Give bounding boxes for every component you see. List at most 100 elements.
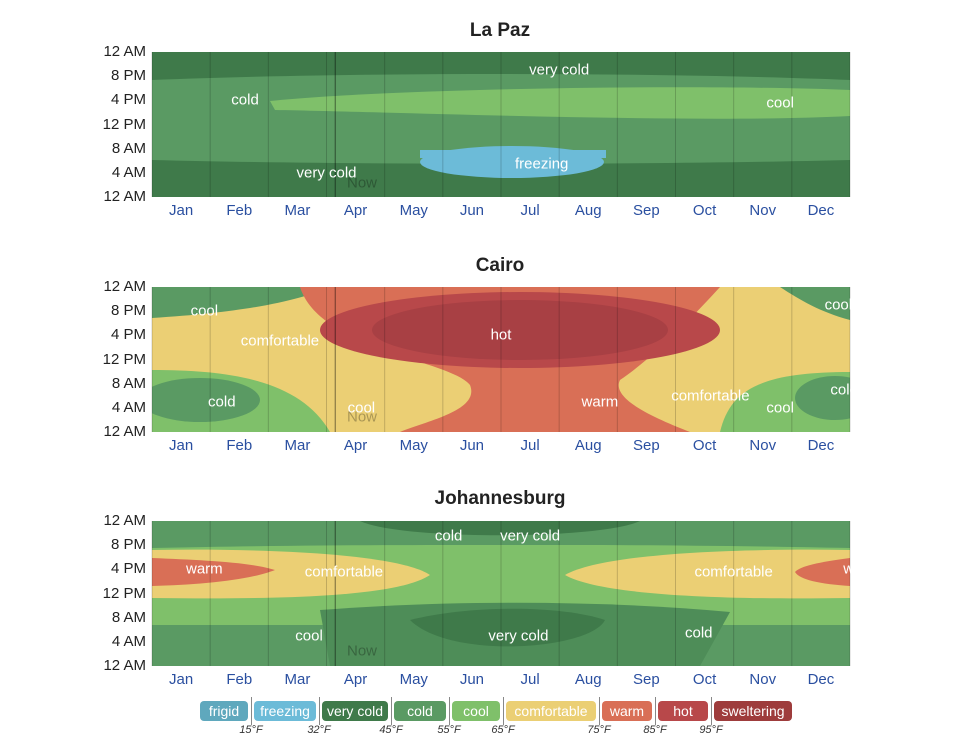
- now-marker-johannesburg: Now: [346, 642, 378, 660]
- chart-title-cairo: Cairo: [475, 255, 525, 276]
- legend-separator: [711, 697, 712, 725]
- now-marker-la-paz: Now: [346, 174, 378, 192]
- x-tick-label: Nov: [749, 202, 777, 219]
- heatmap-la-paz: [152, 52, 850, 197]
- y-tick-label: 12 PM: [102, 115, 146, 133]
- legend-item-comfortable: comfortable: [506, 701, 596, 721]
- chart-title-la-paz: La Paz: [469, 20, 531, 41]
- legend-threshold: 32°F: [307, 724, 331, 736]
- x-tick-label: Jul: [520, 202, 540, 219]
- y-tick-label: 12 AM: [103, 423, 146, 440]
- y-tick-label: 12 AM: [103, 188, 146, 205]
- y-tick-label: 8 PM: [110, 67, 146, 85]
- x-tick-label: May: [399, 671, 428, 688]
- x-tick-label: Nov: [749, 437, 777, 454]
- legend-item-sweltering: sweltering: [714, 701, 792, 721]
- x-tick-label: Apr: [343, 437, 368, 454]
- x-tick-label: Oct: [692, 437, 717, 454]
- x-tick-label: Sep: [633, 437, 660, 454]
- legend-separator: [599, 697, 600, 725]
- y-tick-label: 12 PM: [102, 584, 146, 602]
- y-tick-label: 8 PM: [110, 536, 146, 554]
- now-marker-cairo: Now: [346, 408, 378, 426]
- band-label: cold: [434, 527, 463, 545]
- heatmap-johannesburg: [152, 521, 850, 666]
- x-tick-label: Jun: [459, 202, 484, 219]
- band-label: cool: [766, 94, 794, 112]
- x-tick-label: Jul: [520, 437, 540, 454]
- legend-item-frigid: frigid: [200, 701, 248, 721]
- legend-separator: [655, 697, 656, 725]
- y-tick-label: 4 AM: [111, 398, 146, 416]
- legend-item-very-cold: very cold: [322, 701, 388, 721]
- x-tick-label: Jul: [520, 671, 540, 688]
- y-tick-label: 4 PM: [110, 326, 146, 344]
- y-tick-label: 8 AM: [111, 608, 146, 626]
- x-tick-label: May: [399, 202, 428, 219]
- chart-title-johannesburg: Johannesburg: [434, 488, 566, 509]
- heatmap-cairo: [152, 287, 850, 432]
- band-label: warm: [843, 560, 880, 578]
- x-tick-label: Feb: [226, 437, 253, 454]
- band-label: freezing: [515, 155, 569, 173]
- legend-threshold: 45°F: [379, 724, 403, 736]
- x-tick-label: Jun: [459, 437, 484, 454]
- y-tick-label: 4 AM: [111, 163, 146, 181]
- band-label: warm: [581, 393, 619, 411]
- y-tick-label: 8 AM: [111, 374, 146, 392]
- x-tick-label: Nov: [749, 671, 777, 688]
- band-label: comfortable: [304, 563, 384, 581]
- band-label: comfortable: [671, 387, 750, 405]
- x-tick-label: Mar: [284, 202, 311, 219]
- y-tick-label: 4 AM: [111, 632, 146, 650]
- y-tick-label: 4 PM: [110, 560, 146, 578]
- y-tick-label: 12 AM: [103, 657, 146, 674]
- x-tick-label: Jan: [168, 671, 194, 688]
- band-label: cold: [830, 381, 858, 399]
- legend-item-cold: cold: [394, 701, 446, 721]
- x-tick-label: Aug: [574, 202, 602, 219]
- y-tick-label: 8 PM: [110, 302, 146, 320]
- x-tick-label: Apr: [343, 202, 368, 219]
- legend-item-warm: warm: [602, 701, 652, 721]
- legend-separator: [391, 697, 392, 725]
- x-tick-label: Sep: [633, 202, 660, 219]
- band-label: comfortable: [694, 563, 773, 581]
- legend-threshold: 15°F: [239, 724, 263, 736]
- band-label: cold: [231, 91, 259, 109]
- band-label: very cold: [529, 61, 590, 79]
- x-tick-label: Feb: [226, 202, 253, 219]
- band-label: cool: [295, 627, 323, 645]
- legend-threshold: 65°F: [491, 724, 515, 736]
- x-tick-label: Jun: [459, 671, 484, 688]
- x-tick-label: Aug: [574, 671, 602, 688]
- legend-item-cool: cool: [452, 701, 500, 721]
- legend-threshold: 75°F: [587, 724, 611, 736]
- y-tick-label: 4 PM: [110, 91, 146, 109]
- x-tick-label: Mar: [284, 437, 311, 454]
- band-label: cold: [685, 624, 713, 642]
- legend-separator: [503, 697, 504, 725]
- x-tick-label: Mar: [284, 671, 311, 688]
- legend-threshold: 55°F: [437, 724, 461, 736]
- x-tick-label: Feb: [226, 671, 253, 688]
- band-label: cool: [190, 302, 219, 320]
- legend-threshold: 85°F: [643, 724, 667, 736]
- legend-threshold: 95°F: [699, 724, 723, 736]
- x-tick-label: Sep: [633, 671, 660, 688]
- legend-separator: [251, 697, 252, 725]
- legend-item-hot: hot: [658, 701, 708, 721]
- legend-item-freezing: freezing: [254, 701, 316, 721]
- x-tick-label: Dec: [807, 671, 835, 688]
- x-tick-label: Dec: [807, 437, 835, 454]
- band-label: very cold: [488, 627, 549, 645]
- x-tick-label: Jan: [168, 437, 194, 454]
- y-tick-label: 12 PM: [102, 350, 146, 368]
- band-label: very cold: [500, 527, 561, 545]
- x-tick-label: Apr: [343, 671, 368, 688]
- x-tick-label: Jan: [168, 202, 194, 219]
- band-label: very cold: [296, 164, 357, 182]
- x-tick-label: May: [399, 437, 428, 454]
- band-label: cool: [766, 399, 794, 417]
